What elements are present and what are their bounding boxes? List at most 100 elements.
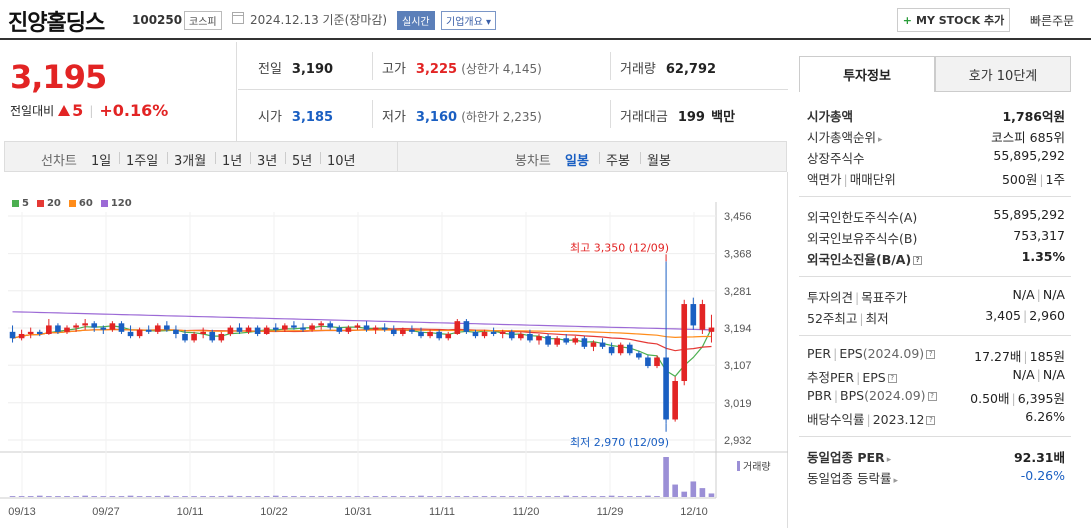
period-10y[interactable]: 10년	[327, 154, 356, 169]
volume-bar	[400, 496, 406, 497]
volume-bar	[617, 496, 624, 497]
candle-body	[164, 325, 170, 330]
candle-daily[interactable]: 일봉	[565, 154, 589, 169]
volume-bar	[200, 496, 206, 497]
tab-order-book[interactable]: 호가 10단계	[935, 56, 1071, 92]
price-summary: 3,195 전일대비 5 | +0.16%	[0, 42, 237, 141]
current-price: 3,195	[10, 58, 107, 96]
stock-header: 진양홀딩스 100250 코스피 2024.12.13 기준(장마감) 실시간 …	[0, 0, 1091, 40]
volume-bar	[418, 495, 424, 497]
volume-bar	[372, 496, 379, 497]
y-tick-label: 3,019	[724, 398, 752, 410]
candle-body	[136, 329, 143, 337]
volume-bar	[100, 496, 107, 497]
candle-body	[354, 325, 361, 328]
chevron-right-icon: ▸	[893, 476, 899, 486]
realtime-button[interactable]: 실시간	[397, 11, 435, 30]
ma60-line	[12, 329, 712, 339]
volume-bar	[55, 496, 61, 497]
y-tick-label: 3,456	[724, 211, 752, 223]
add-my-stock-button[interactable]: + MY STOCK 추가	[897, 8, 1010, 32]
candle-body	[527, 333, 533, 341]
candle-body	[245, 327, 252, 332]
candle-body	[91, 323, 98, 328]
volume-bar	[427, 496, 433, 497]
add-my-stock-label: MY STOCK 추가	[916, 14, 1005, 27]
period-3m[interactable]: 3개월	[174, 154, 207, 169]
candle-weekly[interactable]: 주봉	[606, 154, 630, 169]
y-tick-label: 2,932	[724, 435, 752, 447]
candle-body	[545, 336, 551, 345]
candle-body	[608, 346, 615, 354]
volume-legend-swatch	[737, 461, 740, 471]
candle-body	[55, 325, 61, 332]
candle-body	[508, 331, 515, 339]
x-tick-label: 10/11	[177, 506, 204, 518]
y-tick-label: 3,368	[724, 249, 752, 261]
candle-body	[191, 333, 197, 341]
volume-bar	[154, 496, 161, 497]
volume-bar	[345, 496, 352, 497]
volume-label: 거래량	[743, 461, 771, 473]
candle-body	[127, 331, 134, 337]
volume-bar	[182, 496, 188, 497]
period-5y[interactable]: 5년	[292, 154, 313, 169]
volume-bar	[145, 496, 152, 497]
peer-change-row[interactable]: 동일업종 등락률 ▸ -0.26%	[807, 468, 1065, 486]
period-3y[interactable]: 3년	[257, 154, 278, 169]
prev-close-value: 3,190	[291, 62, 334, 77]
par-value-row: 액면가 | 매매단위 500원 | 1주	[807, 172, 1065, 187]
candle-monthly[interactable]: 월봉	[647, 154, 671, 169]
chevron-down-icon: ▾	[486, 17, 492, 28]
legend-ma5: 5	[12, 198, 29, 209]
market-badge: 코스피	[184, 11, 222, 30]
upper-limit: (상한가 4,145)	[461, 62, 542, 76]
high-label: 고가	[382, 62, 406, 77]
volume-bar	[209, 496, 216, 497]
candle-body	[282, 325, 288, 330]
x-tick-label: 11/20	[513, 506, 540, 518]
candle-body	[390, 329, 397, 334]
candle-body	[563, 338, 570, 343]
help-icon: ?	[926, 350, 936, 359]
peer-per-row[interactable]: 동일업종 PER ▸ 92.31배	[807, 450, 1065, 465]
help-icon: ?	[926, 416, 936, 425]
company-overview-dropdown[interactable]: 기업개요 ▾	[441, 11, 497, 30]
volume-bar	[263, 496, 270, 497]
volume-bar	[572, 496, 579, 497]
candlestick-chart-svg[interactable]: 3,456 3,368 3,281 3,194 3,107 3,019 2,932 09/13…	[0, 172, 788, 528]
candle-body	[572, 338, 579, 343]
candle-body	[681, 304, 688, 382]
candle-body	[336, 327, 343, 332]
trade-amount-value: 199	[677, 110, 705, 125]
quick-order-link[interactable]: 빠른주문	[1030, 14, 1075, 28]
period-1d[interactable]: 1일	[91, 154, 112, 169]
candle-body	[254, 327, 261, 334]
candle-body	[173, 329, 179, 334]
market-cap-rank-row[interactable]: 시가총액순위 ▸ 코스피 685위	[807, 130, 1065, 145]
candle-body	[100, 327, 107, 330]
candle-body	[381, 327, 388, 330]
candle-body	[27, 331, 34, 334]
candle-body	[209, 331, 216, 341]
volume-bar	[481, 496, 488, 497]
volume-bar	[109, 496, 116, 497]
candle-body	[18, 333, 25, 339]
volume-bar	[708, 493, 715, 497]
trade-amount-unit: 백만	[711, 110, 736, 125]
change-label: 전일대비	[10, 104, 55, 118]
period-1w[interactable]: 1주일	[126, 154, 159, 169]
candle-body	[617, 344, 624, 354]
candle-body	[227, 327, 234, 334]
candle-body	[463, 321, 470, 332]
min-annotation: 최저 2,970 (12/09)	[570, 436, 669, 449]
candle-body	[499, 331, 506, 334]
price-chart[interactable]: 5 20 60 120 3,456 3,368 3,281 3,194 3,107 3,0…	[0, 172, 788, 528]
base-date: 2024.12.13 기준(장마감)	[250, 13, 388, 27]
opinion-row: 투자의견 | 목표주가 N/A | N/A	[807, 287, 1065, 305]
ma-legend: 5 20 60 120	[12, 198, 132, 209]
tab-investment-info[interactable]: 투자정보	[799, 56, 935, 92]
candle-body	[690, 304, 697, 326]
volume-bar	[36, 495, 43, 497]
period-1y[interactable]: 1년	[222, 154, 243, 169]
